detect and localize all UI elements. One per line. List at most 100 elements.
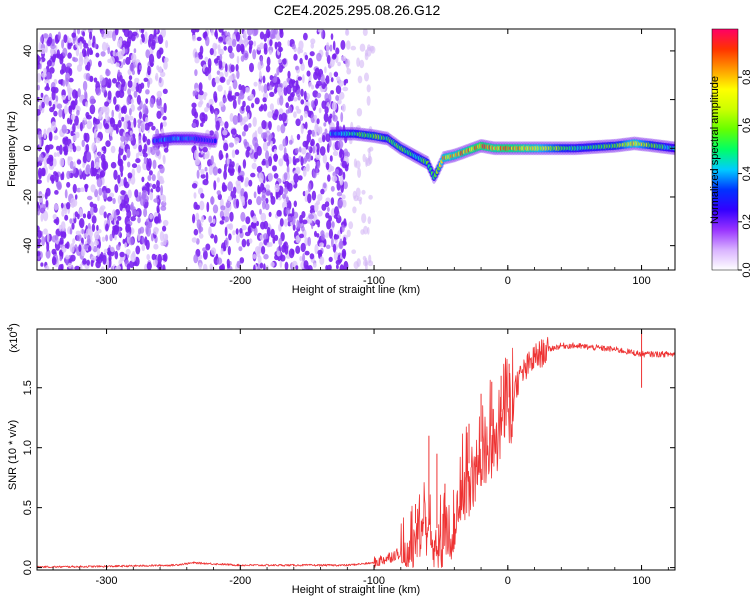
noise-speckle: [109, 233, 113, 242]
noise-speckle: [91, 255, 97, 261]
noise-speckle: [210, 247, 217, 256]
noise-speckle: [260, 85, 265, 93]
noise-speckle: [273, 148, 277, 154]
noise-speckle: [298, 175, 303, 181]
noise-speckle: [149, 97, 155, 108]
noise-speckle: [225, 36, 231, 45]
noise-speckle: [273, 154, 279, 161]
noise-speckle: [54, 190, 59, 195]
noise-speckle: [91, 223, 96, 232]
noise-speckle: [244, 231, 251, 237]
noise-speckle: [259, 31, 265, 40]
noise-speckle: [158, 176, 163, 182]
noise-speckle: [295, 245, 301, 254]
noise-speckle: [74, 211, 79, 218]
noise-speckle: [56, 151, 61, 157]
noise-speckle: [141, 35, 145, 43]
noise-speckle: [137, 228, 142, 235]
noise-speckle: [208, 215, 213, 223]
noise-speckle: [267, 172, 273, 182]
noise-speckle: [94, 42, 97, 49]
noise-speckle: [81, 139, 85, 148]
noise-speckle: [98, 151, 102, 159]
noise-speckle: [212, 218, 216, 224]
noise-speckle: [141, 121, 146, 132]
noise-speckle: [72, 56, 76, 62]
noise-speckle: [154, 75, 158, 80]
noise-speckle: [243, 30, 247, 39]
noise-speckle: [218, 36, 224, 42]
noise-speckle: [311, 129, 315, 137]
noise-speckle: [216, 190, 221, 196]
noise-speckle: [127, 189, 132, 199]
noise-speckle: [145, 116, 149, 124]
noise-speckle: [308, 81, 313, 87]
noise-speckle: [234, 137, 240, 143]
noise-speckle: [247, 35, 252, 41]
noise-speckle: [39, 36, 43, 43]
noise-speckle: [52, 103, 56, 110]
noise-speckle: [61, 94, 66, 101]
noise-speckle: [126, 96, 130, 106]
noise-speckle: [316, 200, 320, 206]
noise-speckle: [295, 147, 299, 154]
x-tick-label: -100: [363, 275, 385, 287]
y-tick-label: 1.0: [22, 440, 34, 455]
noise-speckle: [58, 79, 63, 85]
noise-speckle: [316, 52, 322, 62]
noise-speckle: [53, 152, 58, 158]
noise-speckle: [306, 133, 311, 143]
noise-speckle: [240, 188, 245, 198]
noise-speckle: [235, 31, 241, 42]
noise-speckle: [262, 141, 269, 152]
noise-speckle: [296, 133, 301, 141]
noise-speckle: [213, 58, 219, 64]
noise-speckle: [342, 171, 346, 180]
noise-speckle: [135, 152, 139, 160]
noise-speckle: [89, 95, 95, 105]
noise-speckle: [303, 90, 307, 101]
noise-speckle: [114, 104, 120, 111]
noise-speckle: [152, 259, 158, 267]
noise-speckle: [346, 229, 351, 238]
noise-speckle: [128, 75, 133, 81]
noise-speckle: [109, 117, 116, 128]
noise-speckle: [64, 243, 69, 249]
noise-speckle: [42, 210, 49, 222]
noise-speckle: [278, 158, 284, 167]
noise-speckle: [304, 121, 308, 130]
noise-speckle: [284, 245, 289, 255]
noise-speckle: [274, 183, 280, 193]
noise-speckle: [321, 233, 326, 241]
noise-speckle: [107, 90, 112, 101]
noise-speckle: [287, 39, 290, 47]
noise-speckle: [287, 215, 292, 222]
noise-speckle: [153, 243, 159, 250]
noise-speckle: [79, 218, 85, 229]
noise-speckle: [70, 254, 76, 262]
noise-speckle: [119, 163, 124, 173]
noise-speckle: [316, 148, 320, 156]
noise-speckle: [92, 203, 98, 209]
noise-speckle: [283, 172, 288, 181]
noise-speckle: [344, 78, 349, 84]
noise-speckle: [367, 216, 372, 225]
noise-speckle: [151, 125, 156, 131]
noise-speckle: [293, 53, 298, 61]
noise-speckle: [147, 79, 150, 89]
noise-speckle: [307, 57, 313, 68]
noise-speckle: [263, 220, 269, 230]
noise-speckle: [51, 177, 55, 184]
noise-speckle: [79, 208, 83, 217]
noise-speckle: [282, 80, 288, 88]
noise-speckle: [45, 144, 50, 154]
noise-speckle: [200, 215, 205, 223]
noise-speckle: [114, 234, 117, 241]
noise-speckle: [48, 156, 54, 167]
noise-speckle: [194, 149, 199, 160]
noise-speckle: [160, 122, 164, 128]
noise-speckle: [60, 221, 66, 231]
noise-speckle: [319, 256, 325, 266]
noise-speckle: [269, 50, 272, 55]
noise-speckle: [138, 144, 143, 153]
